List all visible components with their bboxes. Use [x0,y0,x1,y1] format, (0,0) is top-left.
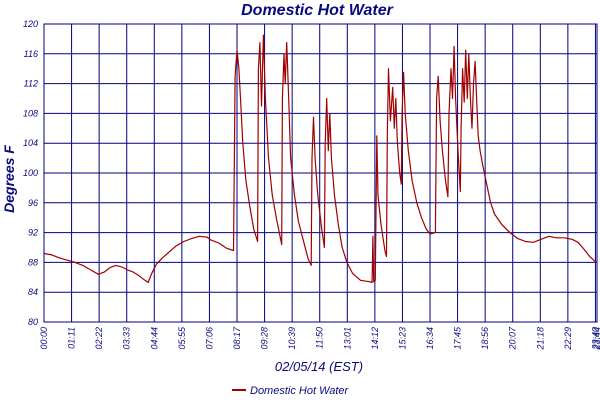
x-tick-label: 10:39 [287,327,297,350]
x-tick-label: 03:33 [122,327,132,350]
x-axis-label: 02/05/14 (EST) [275,359,363,374]
series-line-domestic-hot-water [43,34,598,284]
y-tick-label: 96 [28,198,38,208]
y-tick-label: 84 [28,287,38,297]
x-tick-label: 17:45 [453,326,463,350]
y-axis-label: Degrees F [1,145,17,213]
y-tick-label: 104 [23,138,38,148]
y-tick-label: 92 [28,228,38,238]
x-tick-label: 11:50 [315,327,325,349]
x-tick-label: 21:18 [535,327,545,351]
x-tick-label: 02:22 [94,327,104,350]
x-tick-label: 01:11 [67,327,77,349]
x-tick-label: 09:28 [260,327,270,350]
y-tick-label: 80 [28,317,38,327]
legend-label: Domestic Hot Water [250,385,350,397]
grid-lines [43,23,598,323]
x-tick-label: 15:23 [397,327,407,350]
y-tick-label: 100 [23,168,38,178]
plot-frame [43,23,598,323]
series-layer [43,34,598,284]
x-tick-label: 22:29 [563,327,573,351]
x-tick-labels: 00:00 01:11 02:22 03:33 04:44 05:55 07:06 08:17… [39,326,600,351]
x-tick-label: 16:34 [425,327,435,350]
y-tick-label: 120 [23,19,38,29]
y-tick-label: 116 [24,49,38,59]
chart-title: Domestic Hot Water [241,2,394,19]
x-tick-label: 08:17 [232,326,242,350]
x-tick-label: 14:12 [370,327,380,350]
legend: Domestic Hot Water [232,385,350,397]
y-tick-label: 112 [24,79,38,89]
x-tick-label: 18:56 [480,327,490,350]
x-tick-label: 04:44 [149,327,159,350]
y-tick-label: 88 [28,257,38,267]
y-tick-label: 108 [23,108,38,118]
x-tick-label: 07:06 [204,327,214,350]
x-tick-label: 00:00 [39,327,49,350]
x-tick-label: 13:01 [342,327,352,350]
x-tick-label: 23:40 [590,327,600,351]
y-tick-labels: 80 84 88 92 96 100 104 108 112 116 120 [23,19,38,327]
x-tick-label: 05:55 [177,326,187,350]
x-tick-label: 23:44 [592,327,600,351]
x-tick-label: 20:07 [508,326,518,351]
